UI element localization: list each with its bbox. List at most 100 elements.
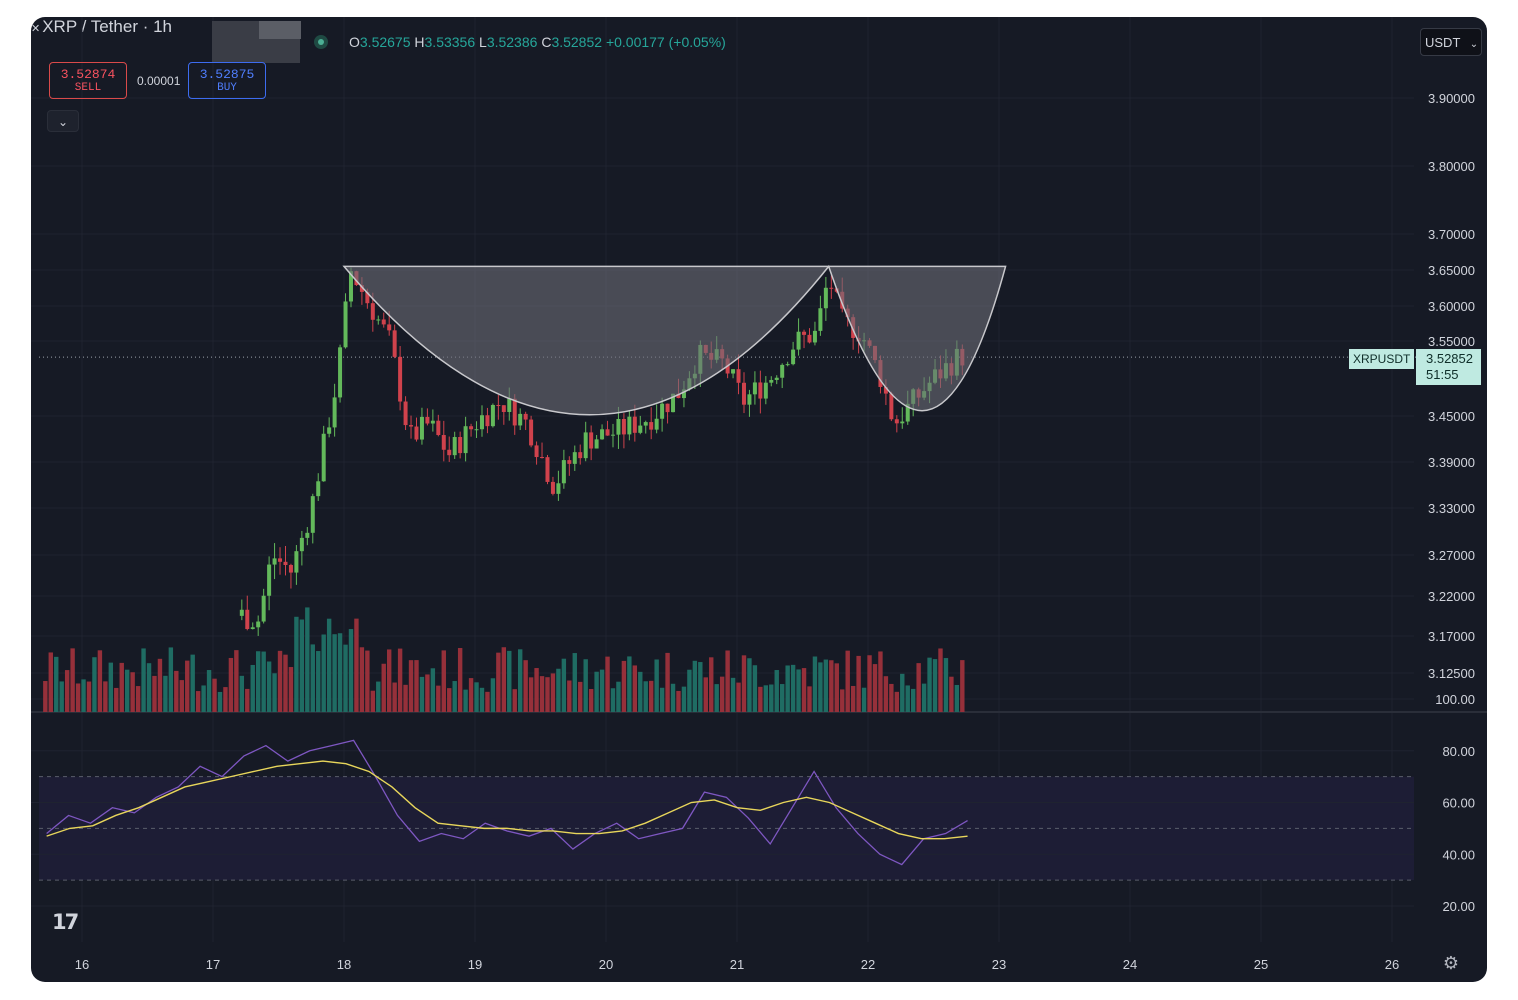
y-tick-label: 3.80000 <box>1428 159 1475 174</box>
candle-body <box>774 377 779 380</box>
candle-body <box>305 532 310 538</box>
tradingview-logo-icon[interactable]: 17 <box>52 910 79 934</box>
candle-body <box>556 483 561 494</box>
rsi-ma-line <box>46 760 968 840</box>
candle-body <box>469 426 474 430</box>
bar-countdown: 51:55 <box>1426 367 1459 382</box>
volume-bar <box>801 668 807 712</box>
candle-body <box>327 427 332 434</box>
rsi-tick-label: 80.00 <box>1442 744 1475 759</box>
candle-body <box>823 287 828 309</box>
candle-body <box>747 394 752 405</box>
volume-bar <box>441 650 446 712</box>
x-tick-label: 24 <box>1123 957 1137 972</box>
volume-bar <box>785 665 790 712</box>
volume-bar <box>479 687 485 712</box>
y-tick-label: 3.33000 <box>1428 501 1475 516</box>
volume-bar <box>108 662 114 712</box>
gear-icon[interactable]: ⚙ <box>1442 953 1460 973</box>
volume-bar <box>414 660 419 712</box>
symbol-title-text: XRP / Tether · 1h <box>42 17 172 36</box>
volume-bar <box>54 656 59 712</box>
volume-bar <box>703 677 708 712</box>
candle-body <box>736 369 741 383</box>
y-tick-label: 3.70000 <box>1428 227 1475 242</box>
volume-bar <box>763 685 769 712</box>
volume-bar <box>960 660 965 712</box>
volume-bar <box>130 672 135 712</box>
candle-body <box>250 627 255 630</box>
chart-canvas[interactable]: 16 17 18 19 20 21 22 23 24 25 26 3.90000 3.80000 3.70… <box>31 17 1487 982</box>
volume-bar <box>889 683 894 712</box>
price-badge: 3.52852 51:55 <box>1416 349 1481 385</box>
volume-bar <box>234 650 239 712</box>
candle-body <box>321 433 326 482</box>
volume-bar <box>932 659 938 712</box>
candle-body <box>310 496 315 533</box>
candle-body <box>387 324 392 331</box>
x-tick-label: 21 <box>730 957 744 972</box>
volume-bar <box>687 669 692 712</box>
y-tick-label: 3.27000 <box>1428 548 1475 563</box>
candle-body <box>534 445 539 458</box>
candle-body <box>283 561 288 566</box>
candle-body <box>338 347 343 398</box>
rsi-tick-label: 60.00 <box>1442 796 1475 811</box>
volume-bar <box>698 662 703 712</box>
volume-bar <box>752 665 758 712</box>
candle-body <box>392 330 397 357</box>
volume-bar <box>348 629 354 712</box>
candle-body <box>660 403 665 419</box>
candle-body <box>512 398 517 426</box>
candle-body <box>496 404 501 406</box>
candle-body <box>425 416 430 424</box>
volume-bar <box>381 663 386 712</box>
volume-bar <box>719 676 725 712</box>
volume-bar <box>867 655 872 712</box>
chart-panel[interactable]: 16 17 18 19 20 21 22 23 24 25 26 3.90000 3.80000 3.70… <box>31 17 1487 982</box>
volume-bar <box>179 680 184 712</box>
volume-bar <box>605 656 610 712</box>
volume-bar <box>283 654 288 712</box>
candle-body <box>567 460 572 464</box>
market-status-icon[interactable] <box>314 35 328 49</box>
volume-bar <box>840 689 845 712</box>
candle-body <box>676 393 681 399</box>
volume-bar <box>523 660 528 712</box>
candle-body <box>900 421 905 424</box>
candle-body <box>474 429 479 431</box>
x-tick-label: 16 <box>75 957 89 972</box>
volume-bar <box>277 650 283 712</box>
volume-bar <box>206 670 212 712</box>
volume-bar <box>75 683 81 712</box>
volume-bar <box>403 684 408 712</box>
volume-bar <box>818 662 823 712</box>
volume-bar <box>447 688 452 712</box>
candle-body <box>550 481 555 494</box>
change-value: +0.00177 (+0.05%) <box>605 34 726 50</box>
volume-bar <box>266 661 272 712</box>
volume-bar <box>468 678 474 712</box>
volume-bar <box>365 650 370 712</box>
volume-bar <box>195 691 201 712</box>
last-price-label: 3.52852 <box>1426 351 1473 366</box>
buy-button[interactable]: 3.52875 BUY <box>188 62 266 99</box>
candle-body <box>463 426 468 454</box>
candle-body <box>398 356 403 402</box>
sell-button[interactable]: 3.52874 SELL <box>49 62 127 99</box>
volume-bar <box>272 673 277 712</box>
volume-bar <box>501 647 507 712</box>
x-tick-label: 20 <box>599 957 613 972</box>
symbol-title[interactable]: ✕ XRP / Tether · 1h <box>31 17 1487 37</box>
volume-bar <box>779 684 785 712</box>
volume-bar <box>850 685 856 712</box>
volume-bar <box>146 663 152 712</box>
volume-bar <box>119 662 124 712</box>
volume-bar <box>829 660 834 712</box>
spread-value: 0.00001 <box>137 74 181 88</box>
currency-select[interactable]: USDT ⌄ <box>1420 28 1482 56</box>
y-tick-label: 3.22000 <box>1428 589 1475 604</box>
y-tick-label: 3.17000 <box>1428 629 1475 644</box>
chevron-down-icon[interactable]: ⌄ <box>47 110 79 132</box>
volume-bar <box>807 686 812 712</box>
